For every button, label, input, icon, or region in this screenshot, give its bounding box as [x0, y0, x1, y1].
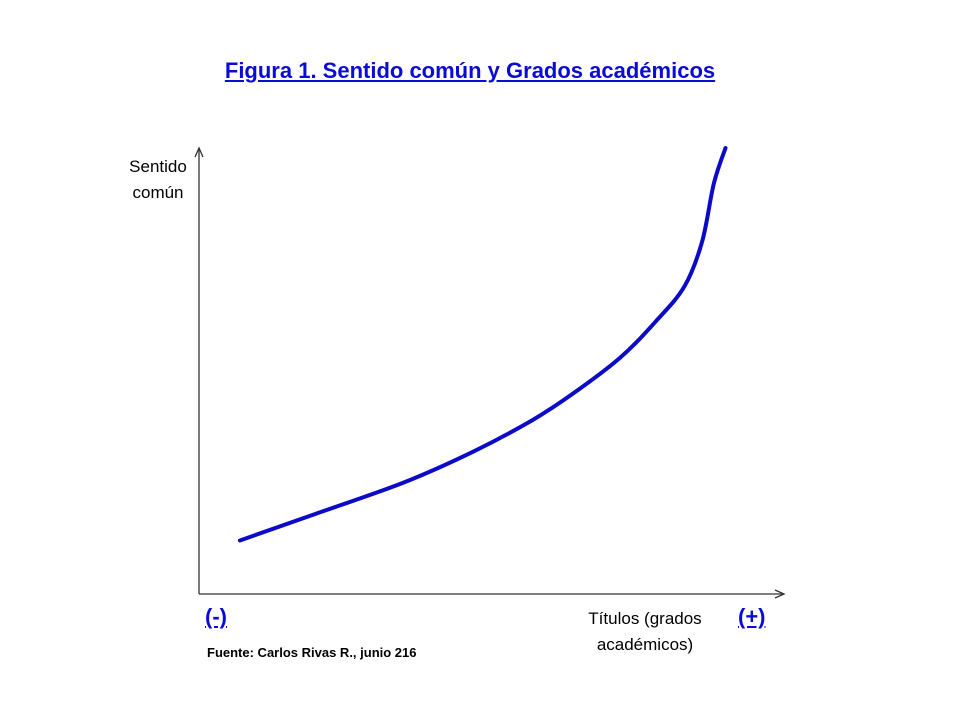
x-high-marker: (+) [738, 604, 766, 629]
x-axis-label-line1: Títulos (grados [588, 609, 702, 628]
y-axis-arrow-icon [194, 146, 204, 158]
y-axis-label-line2: común [132, 183, 184, 202]
y-axis-label: Sentido común [112, 154, 204, 206]
figure-title: Figura 1. Sentido común y Grados académi… [224, 58, 716, 83]
x-axis-label-line2: académicos) [596, 635, 694, 654]
y-axis-label-line1: Sentido [129, 157, 187, 176]
growth-curve [237, 146, 728, 543]
x-axis-arrow-icon [774, 589, 786, 599]
x-low-marker: (-) [205, 604, 227, 629]
x-axis-label: Títulos (grados académicos) [562, 606, 728, 658]
source-note: Fuente: Carlos Rivas R., junio 216 [207, 645, 417, 660]
